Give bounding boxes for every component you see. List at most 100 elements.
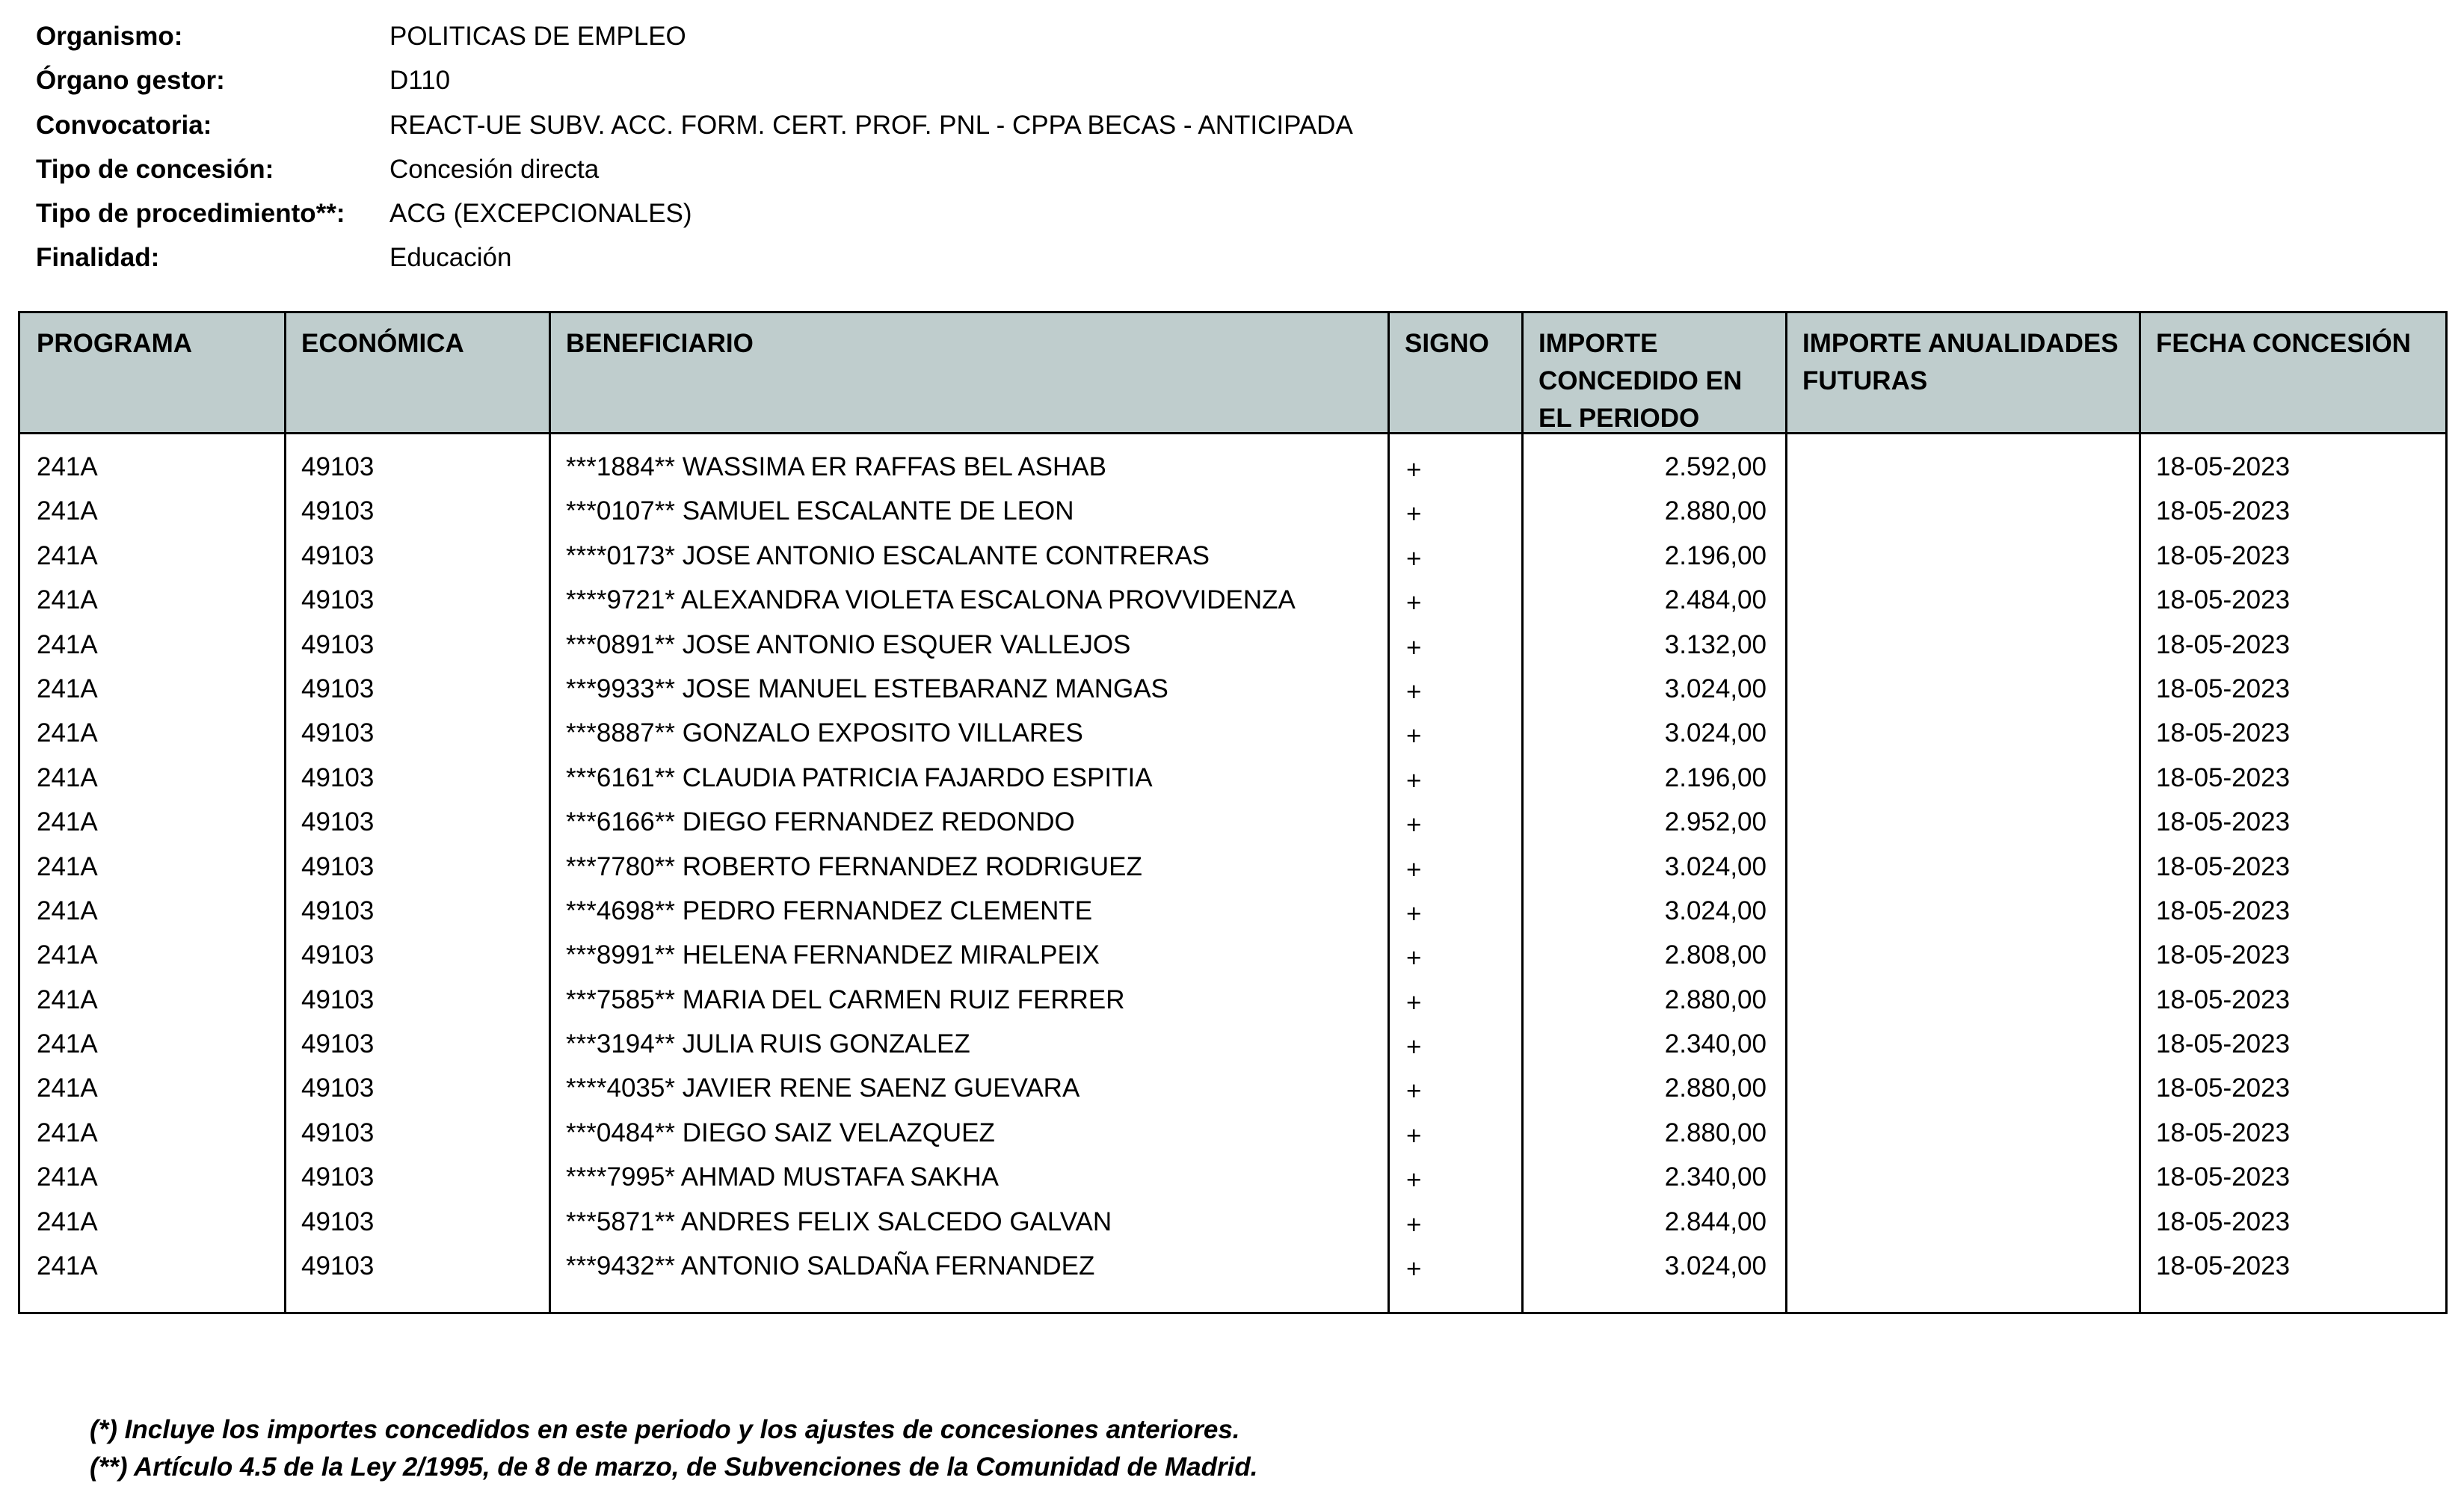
column-header-economica: ECONÓMICA (301, 329, 464, 358)
cell-fecha-concesion: 18-05-2023 (2156, 851, 2291, 881)
cell-importe-periodo: 2.844,00 (1664, 1207, 1767, 1236)
cell-economica: 49103 (301, 718, 375, 748)
cell-importe-periodo: 2.196,00 (1664, 762, 1767, 792)
cell-programa: 241A (37, 629, 98, 659)
cell-programa: 241A (37, 1029, 98, 1059)
concessions-table: PROGRAMA ECONÓMICA BENEFICIARIO SIGNO IMPORT… (18, 311, 2448, 1314)
table-row: 241A 49103 ***1884** WASSIMA ER RAFFAS BEL… (20, 445, 2445, 489)
cell-importe-periodo: 2.880,00 (1664, 1118, 1767, 1147)
cell-signo: + (1406, 677, 1422, 706)
cell-importe-periodo: 2.592,00 (1664, 452, 1767, 481)
cell-fecha-concesion: 18-05-2023 (2156, 1251, 2291, 1281)
footnote-2: (**) Artículo 4.5 de la Ley 2/1995, de 8… (90, 1452, 1258, 1482)
cell-beneficiario: ***0891** JOSE ANTONIO ESQUER VALLEJOS (566, 629, 1131, 659)
cell-economica: 49103 (301, 496, 375, 526)
column-header-signo: SIGNO (1405, 329, 1489, 358)
cell-signo: + (1406, 987, 1422, 1017)
cell-fecha-concesion: 18-05-2023 (2156, 585, 2291, 615)
cell-signo: + (1406, 543, 1422, 573)
cell-signo: + (1406, 455, 1422, 484)
cell-programa: 241A (37, 585, 98, 615)
cell-importe-periodo: 2.340,00 (1664, 1162, 1767, 1192)
meta-label: Tipo de procedimiento**: (36, 199, 345, 228)
column-divider (1387, 313, 1390, 1312)
column-divider (1521, 313, 1524, 1312)
footnote-1: (*) Incluye los importes concedidos en e… (90, 1415, 1240, 1444)
cell-signo: + (1406, 765, 1422, 795)
cell-beneficiario: ***6166** DIEGO FERNANDEZ REDONDO (566, 807, 1075, 837)
cell-signo: + (1406, 899, 1422, 928)
table-row: 241A 49103 ****4035* JAVIER RENE SAENZ GUE… (20, 1066, 2445, 1110)
cell-signo: + (1406, 854, 1422, 884)
cell-signo: + (1406, 943, 1422, 973)
cell-beneficiario: ***5871** ANDRES FELIX SALCEDO GALVAN (566, 1207, 1112, 1236)
meta-value: POLITICAS DE EMPLEO (389, 22, 686, 51)
cell-programa: 241A (37, 1251, 98, 1281)
cell-importe-periodo: 3.132,00 (1664, 629, 1767, 659)
table-body: 241A 49103 ***1884** WASSIMA ER RAFFAS BEL… (20, 445, 2445, 1288)
column-header-programa: PROGRAMA (37, 329, 193, 358)
cell-programa: 241A (37, 984, 98, 1014)
table-row: 241A 49103 ***3194** JULIA RUIS GONZALEZ +2… (20, 1022, 2445, 1066)
cell-signo: + (1406, 810, 1422, 840)
cell-programa: 241A (37, 1207, 98, 1236)
table-row: 241A 49103 ***6166** DIEGO FERNANDEZ REDON… (20, 800, 2445, 844)
meta-label: Finalidad: (36, 243, 160, 272)
column-divider (1785, 313, 1787, 1312)
cell-economica: 49103 (301, 452, 375, 481)
cell-importe-periodo: 2.196,00 (1664, 540, 1767, 570)
cell-economica: 49103 (301, 807, 375, 837)
cell-fecha-concesion: 18-05-2023 (2156, 1029, 2291, 1059)
cell-programa: 241A (37, 896, 98, 925)
cell-fecha-concesion: 18-05-2023 (2156, 674, 2291, 703)
cell-economica: 49103 (301, 1073, 375, 1103)
cell-programa: 241A (37, 1073, 98, 1103)
meta-value: ACG (EXCEPCIONALES) (389, 199, 692, 228)
cell-fecha-concesion: 18-05-2023 (2156, 984, 2291, 1014)
meta-value: Concesión directa (389, 155, 600, 184)
cell-fecha-concesion: 18-05-2023 (2156, 1207, 2291, 1236)
cell-importe-periodo: 3.024,00 (1664, 718, 1767, 748)
column-divider (549, 313, 551, 1312)
cell-importe-periodo: 2.880,00 (1664, 496, 1767, 526)
meta-label: Tipo de concesión: (36, 155, 274, 184)
cell-beneficiario: ***3194** JULIA RUIS GONZALEZ (566, 1029, 970, 1059)
cell-beneficiario: ***9933** JOSE MANUEL ESTEBARANZ MANGAS (566, 674, 1168, 703)
cell-signo: + (1406, 588, 1422, 618)
column-divider (2139, 313, 2141, 1312)
cell-beneficiario: ***7780** ROBERTO FERNANDEZ RODRIGUEZ (566, 851, 1142, 881)
cell-fecha-concesion: 18-05-2023 (2156, 940, 2291, 970)
table-row: 241A 49103 ***0891** JOSE ANTONIO ESQUER V… (20, 623, 2445, 667)
cell-beneficiario: ***9432** ANTONIO SALDAÑA FERNANDEZ (566, 1251, 1095, 1281)
table-row: 241A 49103 ***5871** ANDRES FELIX SALCEDO … (20, 1200, 2445, 1244)
cell-economica: 49103 (301, 629, 375, 659)
table-row: 241A 49103 ***9933** JOSE MANUEL ESTEBARAN… (20, 667, 2445, 711)
cell-economica: 49103 (301, 585, 375, 615)
cell-importe-periodo: 3.024,00 (1664, 674, 1767, 703)
cell-signo: + (1406, 1209, 1422, 1239)
column-header-importe-periodo: IMPORTE CONCEDIDO EN EL PERIODO (1539, 329, 1743, 433)
cell-economica: 49103 (301, 851, 375, 881)
column-header-beneficiario: BENEFICIARIO (566, 329, 754, 358)
cell-signo: + (1406, 721, 1422, 751)
cell-importe-periodo: 2.880,00 (1664, 984, 1767, 1014)
cell-economica: 49103 (301, 984, 375, 1014)
table-row: 241A 49103 ****0173* JOSE ANTONIO ESCALANT… (20, 534, 2445, 578)
table-row: 241A 49103 ***9432** ANTONIO SALDAÑA FERNA… (20, 1244, 2445, 1288)
cell-economica: 49103 (301, 1251, 375, 1281)
cell-beneficiario: ***8887** GONZALO EXPOSITO VILLARES (566, 718, 1083, 748)
cell-economica: 49103 (301, 1162, 375, 1192)
cell-signo: + (1406, 632, 1422, 662)
table-row: 241A 49103 ***7585** MARIA DEL CARMEN RUIZ… (20, 978, 2445, 1022)
cell-economica: 49103 (301, 674, 375, 703)
cell-fecha-concesion: 18-05-2023 (2156, 762, 2291, 792)
cell-economica: 49103 (301, 1207, 375, 1236)
table-row: 241A 49103 ***0484** DIEGO SAIZ VELAZQUEZ +… (20, 1111, 2445, 1155)
cell-beneficiario: ****9721* ALEXANDRA VIOLETA ESCALONA PRO… (566, 585, 1296, 615)
cell-programa: 241A (37, 1162, 98, 1192)
cell-programa: 241A (37, 452, 98, 481)
cell-fecha-concesion: 18-05-2023 (2156, 1162, 2291, 1192)
cell-signo: + (1406, 1254, 1422, 1284)
cell-fecha-concesion: 18-05-2023 (2156, 896, 2291, 925)
cell-importe-periodo: 3.024,00 (1664, 896, 1767, 925)
